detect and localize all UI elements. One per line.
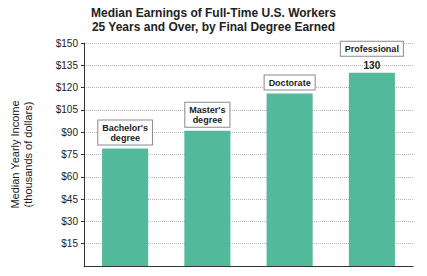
svg-text:degree: degree [110,133,140,143]
svg-text:Median Earnings of Full-Time U: Median Earnings of Full-Time U.S. Worker… [91,6,336,20]
svg-text:$150: $150 [56,38,79,49]
svg-text:25 Years and Over, by Final De: 25 Years and Over, by Final Degree Earne… [92,20,335,34]
svg-text:$120: $120 [56,82,79,93]
svg-text:$135: $135 [56,60,79,71]
svg-text:Median Yearly Income: Median Yearly Income [9,100,21,208]
svg-text:$60: $60 [61,171,78,182]
svg-text:$75: $75 [61,149,78,160]
svg-text:Professional: Professional [345,44,399,54]
svg-text:Master's: Master's [189,105,225,115]
svg-text:$45: $45 [61,194,78,205]
svg-text:Bachelor's: Bachelor's [102,123,148,133]
svg-text:$15: $15 [61,238,78,249]
svg-text:$30: $30 [61,216,78,227]
svg-text:$90: $90 [61,127,78,138]
svg-text:$105: $105 [56,104,79,115]
svg-text:130: 130 [364,60,381,71]
svg-text:(thousands of dollars): (thousands of dollars) [22,102,34,208]
svg-text:degree: degree [193,115,223,125]
svg-text:Doctorate: Doctorate [269,78,311,88]
